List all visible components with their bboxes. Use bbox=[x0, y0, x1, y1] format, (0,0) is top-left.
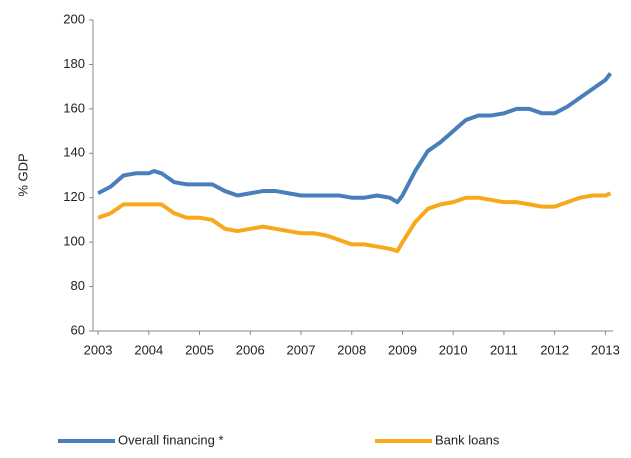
y-tick-label: 180 bbox=[63, 56, 85, 71]
x-tick-label: 2005 bbox=[185, 342, 214, 357]
y-axis-label: % GDP bbox=[15, 153, 30, 196]
series-line bbox=[97, 191, 612, 254]
series-line bbox=[97, 72, 613, 205]
x-tick-label: 2006 bbox=[236, 342, 265, 357]
y-tick-label: 100 bbox=[63, 234, 85, 249]
x-tick-label: 2007 bbox=[287, 342, 316, 357]
x-tick-label: 2008 bbox=[337, 342, 366, 357]
y-tick-label: 160 bbox=[63, 100, 85, 115]
y-tick-label: 200 bbox=[63, 11, 85, 26]
x-tick-label: 2004 bbox=[134, 342, 163, 357]
y-tick-label: 60 bbox=[71, 322, 85, 337]
x-tick-label: 2011 bbox=[490, 342, 518, 357]
legend-label: Bank loans bbox=[435, 432, 500, 447]
x-tick-label: 2009 bbox=[388, 342, 417, 357]
y-tick-label: 120 bbox=[63, 189, 85, 204]
x-tick-label: 2013 bbox=[591, 342, 620, 357]
legend-label: Overall financing * bbox=[118, 432, 224, 447]
y-tick-label: 80 bbox=[71, 278, 85, 293]
x-tick-label: 2010 bbox=[439, 342, 468, 357]
y-tick-label: 140 bbox=[63, 145, 85, 160]
x-tick-label: 2012 bbox=[540, 342, 569, 357]
x-tick-label: 2003 bbox=[84, 342, 113, 357]
